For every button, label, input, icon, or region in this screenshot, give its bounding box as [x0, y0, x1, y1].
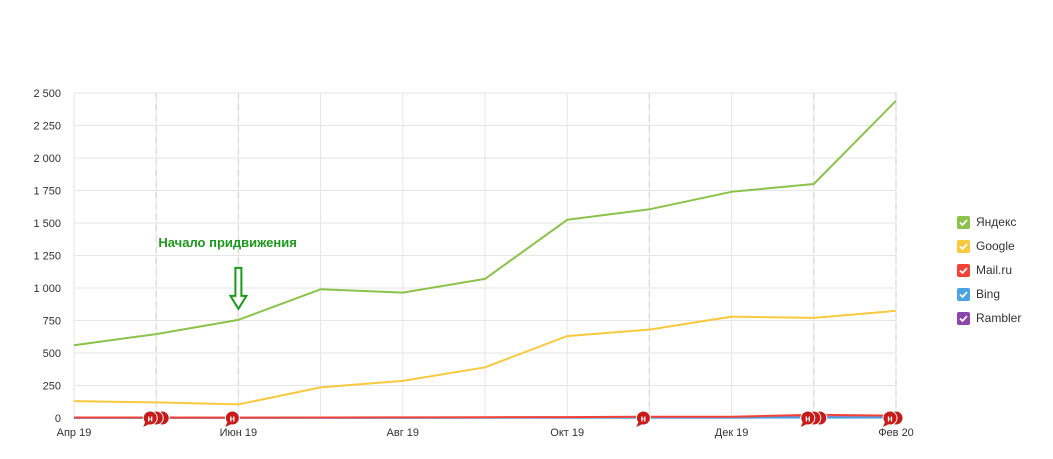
grid [74, 93, 896, 418]
y-tick-label: 250 [43, 381, 61, 393]
legend-item[interactable]: Google [957, 234, 1047, 258]
note-marker-icon[interactable]: н [225, 411, 239, 427]
checkmark-icon[interactable] [957, 240, 970, 253]
legend-label: Google [976, 239, 1015, 253]
y-tick-label: 2 500 [33, 88, 61, 100]
y-tick-label: 500 [43, 348, 61, 360]
marker-label: н [887, 414, 892, 424]
legend-label: Bing [976, 287, 1000, 301]
checkmark-icon[interactable] [957, 312, 970, 325]
y-tick-label: 2 250 [33, 121, 61, 133]
annotation: Начало придвижения [158, 235, 296, 309]
legend-label: Rambler [976, 311, 1021, 325]
x-tick-label: Окт 19 [550, 427, 584, 439]
marker-label: н [805, 414, 810, 424]
note-marker-icon[interactable]: н [636, 411, 650, 427]
marker-label: н [147, 414, 152, 424]
marker-label: н [230, 414, 235, 424]
checkmark-icon[interactable] [957, 216, 970, 229]
checkmark-icon[interactable] [957, 264, 970, 277]
y-tick-label: 1 750 [33, 186, 61, 198]
marker-label: н [641, 414, 646, 424]
legend-label: Яндекс [976, 215, 1016, 229]
y-tick-label: 0 [55, 413, 61, 425]
x-tick-label: Авг 19 [387, 427, 419, 439]
x-tick-label: Апр 19 [57, 427, 92, 439]
legend-item[interactable]: Яндекс [957, 210, 1047, 234]
annotation-text: Начало придвижения [158, 235, 296, 250]
legend-item[interactable]: Bing [957, 282, 1047, 306]
y-tick-label: 1 250 [33, 251, 61, 263]
checkmark-icon[interactable] [957, 288, 970, 301]
y-tick-label: 750 [43, 316, 61, 328]
x-tick-label: Дек 19 [715, 427, 749, 439]
legend-item[interactable]: Mail.ru [957, 258, 1047, 282]
axes: 0 250 500 750 1 000 1 250 1 500 1 750 2 000 2 250… [33, 88, 913, 439]
y-tick-label: 2 000 [33, 153, 61, 165]
y-tick-label: 1 500 [33, 218, 61, 230]
legend-label: Mail.ru [976, 263, 1012, 277]
x-tick-label: Июн 19 [220, 427, 258, 439]
y-tick-label: 1 000 [33, 283, 61, 295]
legend-item[interactable]: Rambler [957, 306, 1047, 330]
x-tick-label: Фев 20 [878, 427, 914, 439]
legend: Яндекс Google Mail.ru Bing Rambler [957, 210, 1047, 330]
